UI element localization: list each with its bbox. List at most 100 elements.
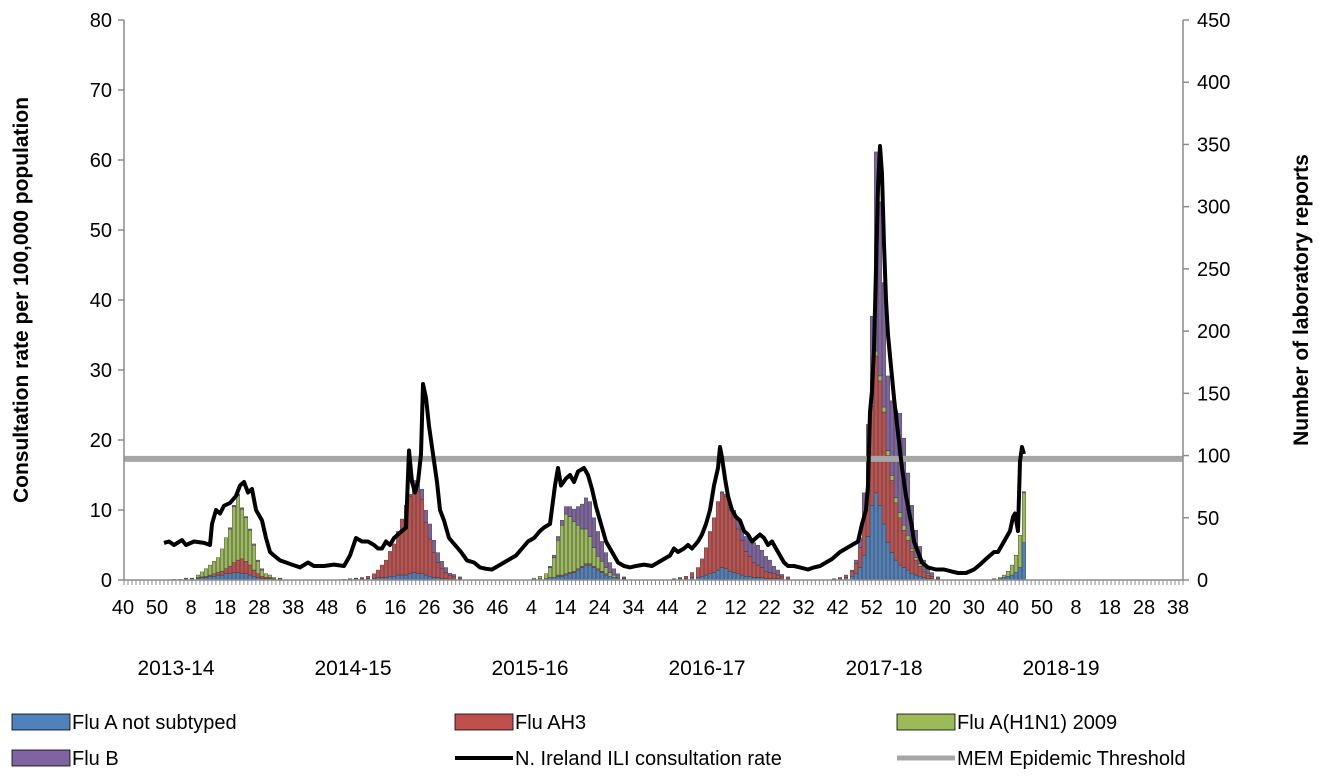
bar-flu-a-not-subtyped [882, 523, 886, 581]
bar-flu-b [886, 375, 890, 451]
season-label: 2017-18 [845, 657, 922, 680]
bar-flu-h1n1 [1002, 574, 1006, 578]
bar-flu-a-not-subtyped [878, 505, 882, 581]
bar-flu-b [232, 505, 236, 507]
bar-flu-b [256, 559, 260, 562]
bar-flu-a-not-subtyped [890, 552, 894, 581]
bar-flu-ah3 [388, 551, 392, 577]
x-minor-ticks [123, 580, 1184, 585]
x-tick-label: 50 [146, 597, 168, 619]
x-tick-label: 34 [622, 597, 644, 619]
bar-flu-b [244, 516, 248, 518]
bar-flu-ah3 [428, 538, 432, 577]
x-tick-label: 36 [452, 597, 474, 619]
bar-flu-ah3 [436, 562, 440, 578]
bar-flu-ah3 [724, 496, 728, 570]
bar-flu-a-not-subtyped [712, 572, 716, 581]
bar-flu-h1n1 [906, 535, 910, 541]
season-label: 2013-14 [137, 657, 214, 680]
right-axis-ticks: 0 50 100 150 200 250 300 350 400 450 [1183, 10, 1230, 592]
bar-flu-ah3 [838, 577, 842, 579]
bar-flu-a-not-subtyped [244, 573, 248, 581]
bar-flu-b [604, 552, 608, 568]
bar-flu-ah3 [396, 531, 400, 576]
season-label: 2015-16 [491, 657, 568, 680]
bar-flu-h1n1 [592, 547, 596, 567]
bar-flu-ah3 [380, 564, 384, 578]
season-labels: 2013-14 2014-15 2015-16 2016-17 2017-18 2018-… [137, 657, 1099, 680]
x-tick-label: 24 [588, 597, 610, 619]
bar-flu-a-not-subtyped [584, 564, 588, 581]
bar-flu-ah3 [922, 571, 926, 578]
bar-flu-a-not-subtyped [886, 542, 890, 581]
bar-flu-ah3 [930, 576, 934, 579]
bar-flu-b [424, 510, 428, 523]
legend-item-flu-a-not-subtyped: Flu A not subtyped [11, 712, 237, 734]
bar-flu-b [776, 569, 780, 576]
bar-flu-h1n1 [272, 577, 276, 579]
bar-flu-a-not-subtyped [724, 568, 728, 581]
bar-flu-b [584, 497, 588, 530]
x-tick-label: 40 [112, 597, 134, 619]
bar-flu-ah3 [716, 501, 720, 571]
bar-flu-h1n1 [268, 574, 272, 578]
bar-flu-b [600, 541, 604, 562]
bar-flu-h1n1 [232, 506, 236, 563]
x-tick-label: 6 [356, 597, 367, 619]
bar-flu-b [752, 542, 756, 563]
bar-flu-b [780, 574, 784, 578]
bar-flu-b [552, 554, 556, 558]
bar-flu-h1n1 [612, 574, 616, 578]
x-tick-label: 28 [248, 597, 270, 619]
season-label: 2014-15 [314, 657, 391, 680]
bar-flu-ah3 [432, 552, 436, 578]
bar-flu-b [240, 507, 244, 510]
legend-label-flu-a-not-subtyped: Flu A not subtyped [72, 712, 237, 734]
bar-flu-ah3 [372, 573, 376, 579]
bar-flu-b [756, 544, 760, 566]
bar-flu-h1n1 [228, 528, 232, 567]
bar-flu-ah3 [354, 577, 358, 579]
bar-flu-h1n1 [552, 557, 556, 578]
bar-flu-ah3 [440, 568, 444, 579]
legend-label-ili-rate: N. Ireland ILI consultation rate [515, 748, 782, 770]
bar-flu-b [764, 556, 768, 572]
right-tick-label: 250 [1197, 259, 1230, 281]
bar-flu-a-not-subtyped [902, 567, 906, 581]
bar-flu-ah3 [448, 575, 452, 580]
x-tick-label: 2 [696, 597, 707, 619]
bar-flu-b [588, 501, 592, 537]
bar-flu-a-not-subtyped [600, 572, 604, 581]
bar-flu-h1n1 [236, 495, 240, 561]
bar-flu-h1n1 [208, 564, 212, 576]
bar-flu-h1n1 [600, 561, 604, 572]
legend-label-flu-h1n1: Flu A(H1N1) 2009 [957, 712, 1117, 734]
bar-flu-ah3 [708, 531, 712, 574]
bar-flu-a-not-subtyped [232, 572, 236, 581]
bar-flu-ah3 [776, 574, 780, 579]
bar-flu-h1n1 [1014, 554, 1018, 573]
right-tick-label: 450 [1197, 10, 1230, 32]
bar-flu-a-not-subtyped [228, 573, 232, 581]
bar-flu-b [440, 561, 444, 569]
x-tick-label: 26 [418, 597, 440, 619]
bar-flu-ah3 [752, 562, 756, 578]
bar-flu-h1n1 [204, 568, 208, 577]
bar-flu-a-not-subtyped [854, 573, 858, 581]
bar-flu-b [786, 576, 790, 579]
bar-flu-b [548, 566, 552, 568]
bar-flu-b [616, 573, 620, 578]
bar-flu-b [596, 531, 600, 557]
bar-flu-ah3 [704, 547, 708, 576]
bar-flu-h1n1 [224, 537, 228, 570]
bar-flu-b [930, 572, 934, 577]
bar-flu-a-not-subtyped [866, 536, 870, 581]
season-label: 2018-19 [1022, 657, 1099, 680]
x-tick-label: 30 [963, 597, 985, 619]
bar-flu-ah3 [424, 522, 428, 576]
bar-flu-h1n1 [894, 497, 898, 504]
legend-item-mem-threshold: MEM Epidemic Threshold [897, 748, 1186, 770]
x-tick-label: 38 [282, 597, 304, 619]
bar-flu-ah3 [732, 517, 736, 573]
bar-flu-b [560, 520, 564, 526]
